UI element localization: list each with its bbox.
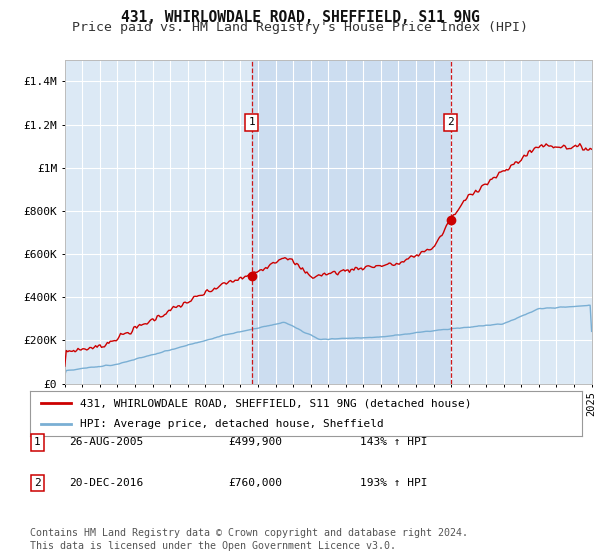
Text: 1: 1 — [248, 118, 255, 128]
Text: HPI: Average price, detached house, Sheffield: HPI: Average price, detached house, Shef… — [80, 419, 383, 430]
Text: 431, WHIRLOWDALE ROAD, SHEFFIELD, S11 9NG: 431, WHIRLOWDALE ROAD, SHEFFIELD, S11 9N… — [121, 10, 479, 25]
Bar — [252, 60, 451, 384]
Text: £499,900: £499,900 — [228, 437, 282, 447]
Text: 2: 2 — [447, 118, 454, 128]
Text: 193% ↑ HPI: 193% ↑ HPI — [360, 478, 427, 488]
Text: 1: 1 — [34, 437, 41, 447]
Text: 26-AUG-2005: 26-AUG-2005 — [69, 437, 143, 447]
Text: 431, WHIRLOWDALE ROAD, SHEFFIELD, S11 9NG (detached house): 431, WHIRLOWDALE ROAD, SHEFFIELD, S11 9N… — [80, 398, 471, 408]
Text: 2: 2 — [34, 478, 41, 488]
Text: Contains HM Land Registry data © Crown copyright and database right 2024.
This d: Contains HM Land Registry data © Crown c… — [30, 528, 468, 550]
Text: £760,000: £760,000 — [228, 478, 282, 488]
Text: 143% ↑ HPI: 143% ↑ HPI — [360, 437, 427, 447]
Text: 20-DEC-2016: 20-DEC-2016 — [69, 478, 143, 488]
Text: Price paid vs. HM Land Registry's House Price Index (HPI): Price paid vs. HM Land Registry's House … — [72, 21, 528, 34]
